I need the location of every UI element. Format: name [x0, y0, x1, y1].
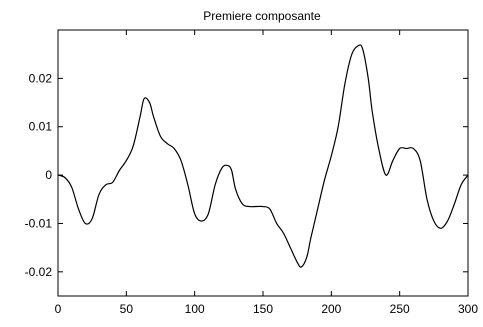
- y-tick-label: 0.01: [29, 120, 53, 134]
- chart-title: Premiere composante: [203, 9, 321, 23]
- axes-frame: [57, 29, 469, 297]
- x-axis: 0 50 100 150 200 250 300: [55, 30, 478, 316]
- x-tick-label: 300: [458, 302, 478, 316]
- y-axis: -0.02 -0.01 0 0.01 0.02: [25, 71, 468, 279]
- x-tick-label: 150: [253, 302, 273, 316]
- y-tick-label: 0: [45, 168, 52, 182]
- x-tick-label: 50: [120, 302, 134, 316]
- x-tick-label: 0: [55, 302, 62, 316]
- plot-area: [57, 44, 469, 268]
- y-tick-label: 0.02: [29, 71, 53, 85]
- y-tick-label: -0.02: [25, 265, 53, 279]
- series-line: [57, 44, 469, 268]
- x-tick-label: 250: [390, 302, 410, 316]
- x-tick-label: 200: [321, 302, 341, 316]
- y-tick-label: -0.01: [25, 216, 53, 230]
- x-tick-label: 100: [185, 302, 205, 316]
